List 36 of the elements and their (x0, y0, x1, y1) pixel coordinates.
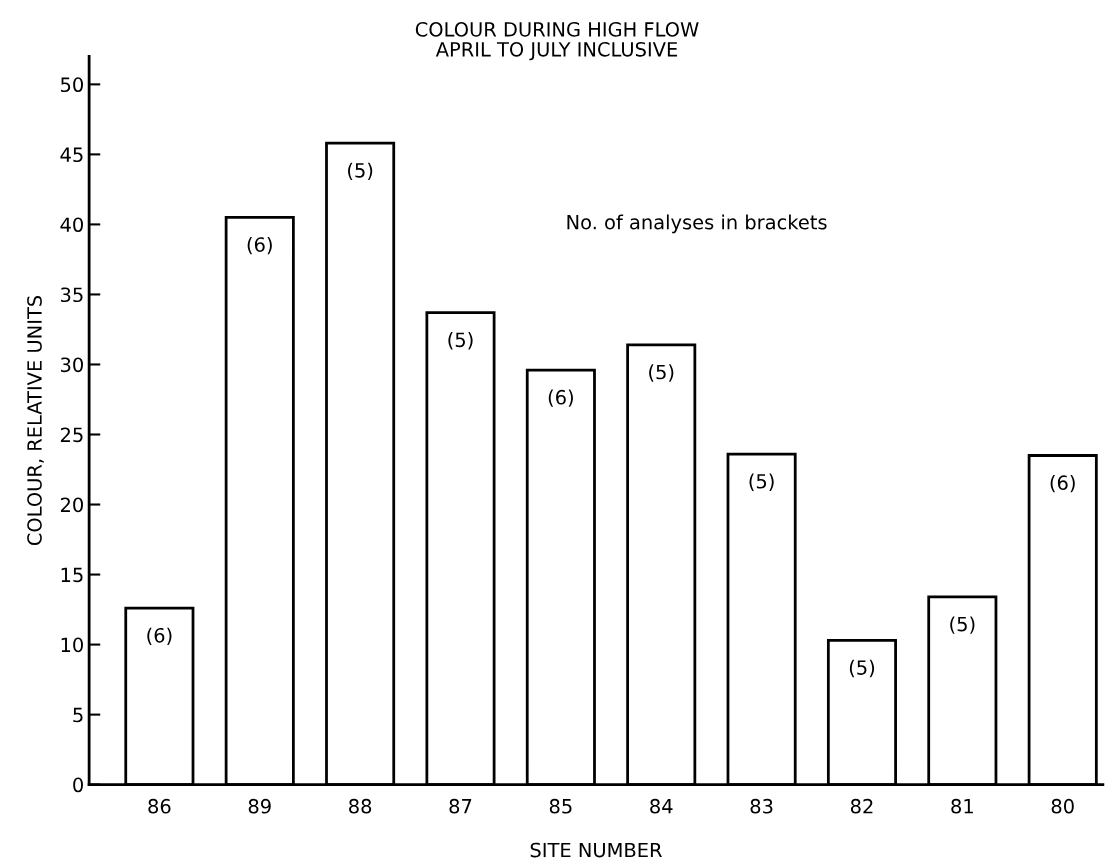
x-tick-label: 80 (1051, 798, 1074, 814)
y-tick-label: 45 (60, 147, 83, 163)
y-tick-label: 35 (61, 287, 83, 303)
annotation: (6) (247, 236, 272, 255)
y-tick-label: 50 (61, 77, 83, 93)
x-tick-label: 83 (750, 798, 773, 814)
y-axis-title: COLOUR, RELATIVE UNITS (27, 295, 44, 546)
annotation: (5) (649, 364, 674, 382)
annotation: (5) (849, 659, 875, 678)
annotation: (6) (1050, 474, 1075, 493)
annotation: (5) (950, 616, 975, 634)
annotation: No. of analyses in brackets (567, 214, 827, 234)
y-tick-label: 5 (73, 707, 83, 723)
annotation: (5) (348, 162, 373, 180)
y-tick-label: 30 (61, 357, 83, 373)
annotation: (5) (448, 332, 473, 350)
x-tick-label: 81 (951, 798, 973, 814)
x-tick-label: 84 (650, 798, 673, 814)
annotation: (5) (749, 473, 774, 491)
x-tick-label: 88 (349, 798, 372, 814)
y-tick-label: 25 (60, 427, 83, 443)
chart-title: COLOUR DURING HIGH FLOW (415, 22, 699, 37)
y-tick-label: 40 (60, 217, 83, 233)
x-tick-label: 87 (449, 798, 472, 814)
x-tick-label: 86 (148, 798, 171, 814)
y-tick-label: 20 (60, 497, 83, 513)
annotation: (6) (147, 627, 172, 645)
y-tick-label: 15 (61, 567, 83, 583)
y-tick-label: 0 (73, 777, 83, 793)
x-tick-label: 85 (549, 798, 572, 814)
x-tick-label: 82 (850, 798, 873, 814)
y-tick-label: 10 (61, 637, 83, 653)
annotation: (6) (548, 389, 573, 407)
x-tick-label: 89 (248, 798, 271, 814)
chart-subtitle: APRIL TO JULY INCLUSIVE (435, 41, 678, 61)
x-axis-title: SITE NUMBER (530, 842, 662, 858)
